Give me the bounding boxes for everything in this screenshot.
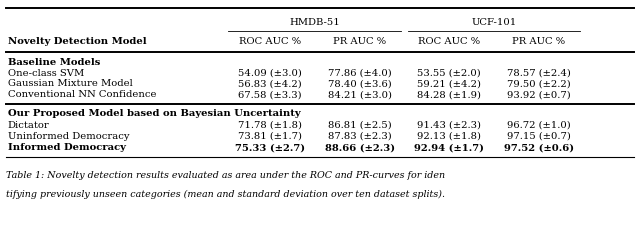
Text: ROC AUC %: ROC AUC % bbox=[418, 37, 481, 47]
Text: 92.13 (±1.8): 92.13 (±1.8) bbox=[417, 132, 481, 141]
Text: PR AUC %: PR AUC % bbox=[333, 37, 387, 47]
Text: 59.21 (±4.2): 59.21 (±4.2) bbox=[417, 79, 481, 89]
Text: Baseline Models: Baseline Models bbox=[8, 58, 100, 67]
Text: 71.78 (±1.8): 71.78 (±1.8) bbox=[238, 121, 302, 130]
Text: 91.43 (±2.3): 91.43 (±2.3) bbox=[417, 121, 481, 130]
Text: HMDB-51: HMDB-51 bbox=[289, 18, 340, 27]
Text: 78.40 (±3.6): 78.40 (±3.6) bbox=[328, 79, 392, 89]
Text: 93.92 (±0.7): 93.92 (±0.7) bbox=[507, 90, 571, 99]
Text: 87.83 (±2.3): 87.83 (±2.3) bbox=[328, 132, 392, 141]
Text: 84.28 (±1.9): 84.28 (±1.9) bbox=[417, 90, 481, 99]
Text: Novelty Detection Model: Novelty Detection Model bbox=[8, 37, 147, 47]
Text: 53.55 (±2.0): 53.55 (±2.0) bbox=[417, 69, 481, 78]
Text: 77.86 (±4.0): 77.86 (±4.0) bbox=[328, 69, 392, 78]
Text: Gaussian Mixture Model: Gaussian Mixture Model bbox=[8, 79, 132, 89]
Text: Uninformed Democracy: Uninformed Democracy bbox=[8, 132, 129, 141]
Text: 96.72 (±1.0): 96.72 (±1.0) bbox=[507, 121, 571, 130]
Text: Table 1: Novelty detection results evaluated as area under the ROC and PR-curves: Table 1: Novelty detection results evalu… bbox=[6, 171, 445, 180]
Text: 97.15 (±0.7): 97.15 (±0.7) bbox=[507, 132, 571, 141]
Text: 84.21 (±3.0): 84.21 (±3.0) bbox=[328, 90, 392, 99]
Text: 75.33 (±2.7): 75.33 (±2.7) bbox=[235, 143, 305, 152]
Text: 97.52 (±0.6): 97.52 (±0.6) bbox=[504, 143, 574, 152]
Text: 54.09 (±3.0): 54.09 (±3.0) bbox=[238, 69, 302, 78]
Text: 88.66 (±2.3): 88.66 (±2.3) bbox=[324, 143, 395, 152]
Text: PR AUC %: PR AUC % bbox=[512, 37, 566, 47]
Text: One-class SVM: One-class SVM bbox=[8, 69, 84, 78]
Text: 56.83 (±4.2): 56.83 (±4.2) bbox=[238, 79, 302, 89]
Text: Dictator: Dictator bbox=[8, 121, 49, 130]
Text: 67.58 (±3.3): 67.58 (±3.3) bbox=[238, 90, 302, 99]
Text: 73.81 (±1.7): 73.81 (±1.7) bbox=[238, 132, 302, 141]
Text: ROC AUC %: ROC AUC % bbox=[239, 37, 301, 47]
Text: tifying previously unseen categories (mean and standard deviation over ten datas: tifying previously unseen categories (me… bbox=[6, 190, 445, 199]
Text: Conventional NN Confidence: Conventional NN Confidence bbox=[8, 90, 156, 99]
Text: 92.94 (±1.7): 92.94 (±1.7) bbox=[414, 143, 484, 152]
Text: Our Proposed Model based on Bayesian Uncertainty: Our Proposed Model based on Bayesian Unc… bbox=[8, 109, 300, 119]
Text: Informed Democracy: Informed Democracy bbox=[8, 143, 125, 152]
Text: UCF-101: UCF-101 bbox=[472, 18, 516, 27]
Text: 78.57 (±2.4): 78.57 (±2.4) bbox=[507, 69, 571, 78]
Text: 79.50 (±2.2): 79.50 (±2.2) bbox=[507, 79, 571, 89]
Text: 86.81 (±2.5): 86.81 (±2.5) bbox=[328, 121, 392, 130]
